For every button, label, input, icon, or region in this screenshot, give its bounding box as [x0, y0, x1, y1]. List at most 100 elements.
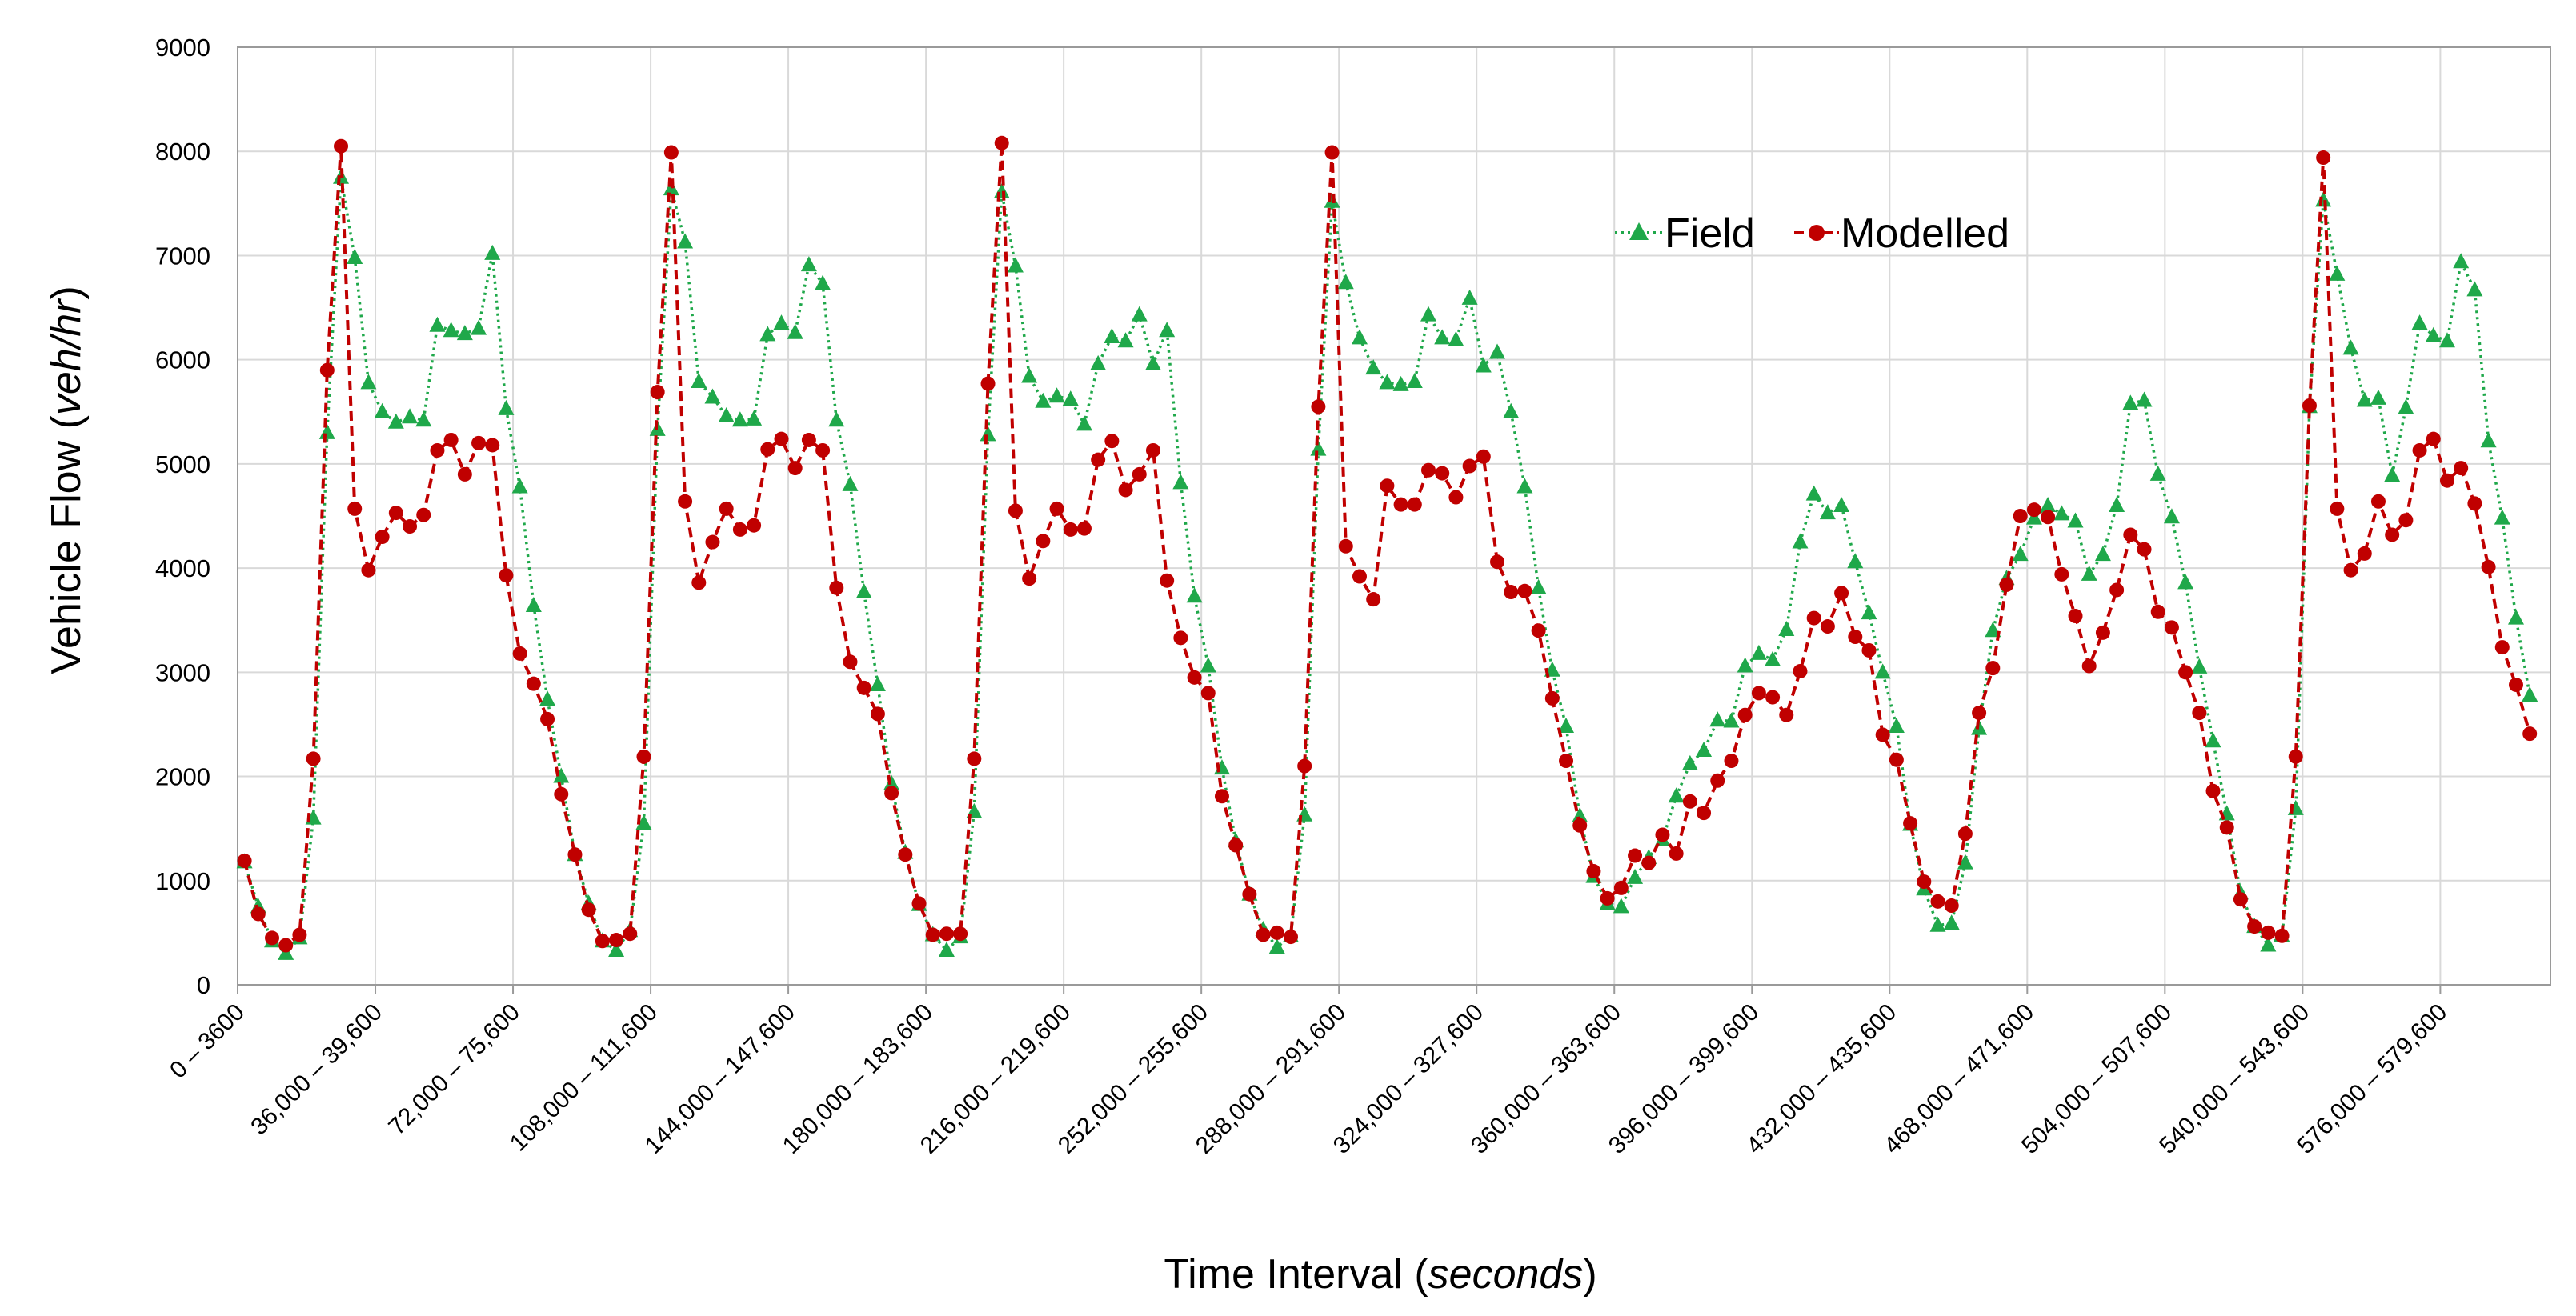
point-modelled-9: [361, 562, 376, 578]
point-field-164: [2494, 509, 2510, 525]
point-field-157: [2398, 398, 2414, 414]
point-modelled-0: [237, 854, 252, 869]
point-field-126: [1971, 719, 1988, 735]
point-modelled-117: [1848, 630, 1863, 645]
point-modelled-36: [732, 522, 747, 537]
point-field-64: [1117, 332, 1134, 348]
point-modelled-34: [705, 534, 720, 550]
point-modelled-166: [2522, 726, 2538, 742]
point-field-139: [2149, 465, 2166, 481]
x-tick-label-15: 540,000 – 543,600: [2154, 999, 2314, 1159]
point-modelled-84: [1393, 497, 1408, 512]
legend-modelled-label: Modelled: [1841, 210, 2009, 257]
point-field-37: [746, 410, 763, 426]
y-axis-title-text: Vehicle Flow (: [43, 414, 90, 674]
point-modelled-135: [2095, 625, 2110, 640]
y-axis-title-close: ): [43, 286, 90, 299]
point-modelled-150: [2302, 398, 2317, 413]
x-axis-title-text: Time Interval (: [1164, 1251, 1428, 1298]
x-tick-label-0: 0 – 3600: [165, 999, 250, 1084]
point-modelled-123: [1930, 894, 1945, 909]
point-modelled-71: [1214, 789, 1229, 804]
point-modelled-54: [980, 376, 996, 391]
point-field-20: [511, 478, 528, 494]
point-modelled-50: [925, 927, 940, 942]
point-modelled-13: [416, 507, 431, 522]
point-modelled-163: [2481, 559, 2496, 574]
point-modelled-146: [2247, 919, 2262, 934]
point-field-117: [1847, 553, 1864, 569]
point-modelled-35: [719, 501, 734, 516]
point-modelled-6: [319, 362, 335, 378]
point-modelled-126: [1972, 706, 1987, 721]
point-field-13: [415, 411, 432, 427]
point-modelled-67: [1160, 573, 1175, 588]
point-modelled-81: [1352, 569, 1367, 584]
point-modelled-108: [1724, 754, 1739, 769]
series-line-modelled: [242, 142, 2532, 947]
plot-area-border: [237, 46, 2551, 986]
y-tick-label-7: 7000: [155, 242, 210, 270]
point-field-159: [2425, 326, 2442, 342]
point-field-33: [691, 373, 707, 389]
point-modelled-96: [1559, 754, 1574, 769]
point-modelled-102: [1641, 855, 1657, 870]
point-field-160: [2438, 332, 2455, 348]
point-field-39: [773, 314, 790, 330]
point-modelled-16: [457, 466, 472, 482]
point-modelled-148: [2274, 928, 2290, 943]
point-modelled-61: [1076, 521, 1092, 536]
point-field-15: [443, 322, 459, 338]
point-field-55: [993, 183, 1010, 199]
point-modelled-152: [2330, 501, 2345, 516]
point-modelled-31: [663, 145, 679, 160]
x-tick-label-8: 288,000 – 291,600: [1191, 999, 1351, 1159]
point-modelled-17: [471, 435, 487, 450]
point-field-46: [869, 675, 886, 691]
point-field-41: [800, 256, 817, 272]
point-field-79: [1324, 192, 1340, 208]
point-modelled-90: [1476, 449, 1491, 464]
point-field-136: [2109, 496, 2125, 512]
series-layer: [236, 135, 2538, 960]
point-field-120: [1888, 718, 1905, 734]
point-modelled-43: [829, 580, 844, 595]
point-modelled-105: [1682, 794, 1697, 809]
point-modelled-157: [2398, 513, 2414, 528]
point-modelled-134: [2081, 658, 2097, 674]
point-modelled-155: [2370, 494, 2386, 509]
point-field-141: [2177, 574, 2194, 590]
point-field-42: [815, 274, 831, 290]
point-modelled-21: [526, 676, 541, 691]
point-field-22: [539, 690, 556, 706]
point-modelled-57: [1022, 571, 1037, 586]
point-modelled-156: [2385, 527, 2400, 542]
point-modelled-101: [1628, 848, 1643, 863]
point-field-107: [1709, 711, 1726, 727]
point-modelled-82: [1366, 592, 1381, 607]
point-modelled-132: [2054, 566, 2069, 582]
point-field-142: [2191, 658, 2208, 674]
point-field-143: [2205, 732, 2221, 748]
point-field-129: [2012, 546, 2029, 562]
point-modelled-70: [1200, 686, 1216, 701]
point-modelled-161: [2454, 461, 2469, 476]
point-field-6: [318, 423, 335, 439]
point-modelled-22: [540, 711, 555, 726]
point-field-125: [1957, 854, 1973, 870]
series-modelled: [237, 135, 2538, 953]
point-modelled-88: [1448, 490, 1464, 505]
point-modelled-159: [2426, 431, 2441, 446]
x-axis-title: Time Interval (seconds): [1164, 1251, 1596, 1298]
point-modelled-127: [1985, 661, 2001, 676]
point-modelled-18: [485, 438, 500, 453]
legend-modelled-marker: [1809, 225, 1825, 241]
x-tick-label-2: 72,000 – 75,600: [383, 999, 525, 1141]
point-field-135: [2094, 546, 2111, 562]
point-field-89: [1461, 289, 1478, 305]
point-modelled-76: [1283, 930, 1298, 945]
point-modelled-74: [1256, 927, 1271, 942]
y-axis-title-unit: veh/hr: [43, 298, 90, 415]
point-modelled-98: [1586, 864, 1601, 879]
point-modelled-143: [2205, 783, 2221, 798]
